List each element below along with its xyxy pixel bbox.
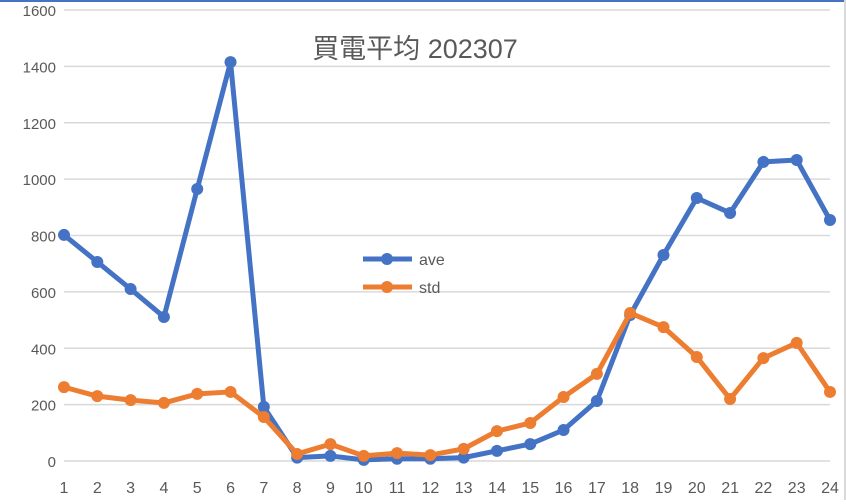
chart-frame-top-border bbox=[0, 0, 846, 2]
y-tick-label: 0 bbox=[48, 454, 56, 471]
legend: ave std bbox=[363, 252, 445, 297]
legend-marker-icon bbox=[381, 281, 393, 293]
x-tick-label: 8 bbox=[293, 480, 302, 497]
legend-label: std bbox=[419, 280, 440, 297]
data-point-marker bbox=[657, 248, 670, 261]
data-point-marker bbox=[790, 153, 803, 166]
y-axis-tick-labels: 0 200 400 600 800 1000 1200 1400 1600 bbox=[23, 3, 56, 471]
x-tick-label: 22 bbox=[754, 480, 772, 497]
legend-item-std: std bbox=[363, 280, 440, 297]
data-point-marker bbox=[724, 392, 737, 405]
y-tick-label: 1200 bbox=[23, 116, 56, 133]
data-point-marker bbox=[324, 438, 337, 451]
y-tick-label: 1000 bbox=[23, 172, 56, 189]
x-tick-label: 4 bbox=[159, 480, 168, 497]
data-point-marker bbox=[657, 321, 670, 334]
data-point-marker bbox=[224, 385, 237, 398]
series-line bbox=[62, 59, 833, 463]
data-point-marker bbox=[58, 228, 70, 241]
x-tick-label: 5 bbox=[193, 480, 202, 497]
data-point-marker bbox=[824, 213, 836, 226]
legend-item-ave: ave bbox=[363, 252, 445, 269]
y-tick-label: 1600 bbox=[23, 3, 56, 20]
data-point-marker bbox=[124, 283, 137, 296]
data-point-marker bbox=[490, 444, 503, 457]
data-point-marker bbox=[457, 451, 470, 464]
data-point-marker bbox=[324, 449, 337, 462]
data-point-marker bbox=[590, 367, 603, 380]
data-point-marker bbox=[58, 381, 70, 394]
x-tick-label: 13 bbox=[455, 480, 473, 497]
x-tick-label: 19 bbox=[655, 480, 673, 497]
chart-frame-right-border bbox=[844, 0, 846, 500]
x-tick-label: 10 bbox=[355, 480, 373, 497]
data-point-marker bbox=[590, 394, 603, 407]
data-point-marker bbox=[724, 206, 737, 219]
data-point-marker bbox=[224, 56, 237, 69]
y-tick-label: 800 bbox=[31, 229, 56, 246]
data-point-marker bbox=[557, 391, 570, 404]
x-tick-label: 20 bbox=[688, 480, 706, 497]
data-point-marker bbox=[124, 394, 137, 407]
x-tick-label: 11 bbox=[389, 480, 406, 497]
data-point-marker bbox=[524, 416, 537, 429]
data-point-marker bbox=[690, 192, 703, 205]
data-point-marker bbox=[191, 387, 204, 400]
y-tick-label: 1400 bbox=[23, 59, 56, 76]
x-tick-label: 3 bbox=[126, 480, 135, 497]
data-point-marker bbox=[357, 449, 370, 462]
y-tick-label: 400 bbox=[31, 341, 56, 358]
data-point-marker bbox=[524, 438, 537, 451]
data-point-marker bbox=[757, 155, 770, 168]
data-point-marker bbox=[257, 400, 270, 413]
chart-title: 買電平均 202307 bbox=[312, 34, 518, 64]
data-point-marker bbox=[157, 396, 170, 409]
x-tick-label: 23 bbox=[788, 480, 806, 497]
data-point-marker bbox=[291, 447, 304, 460]
data-point-marker bbox=[457, 442, 470, 455]
gridlines bbox=[64, 9, 830, 462]
data-point-marker bbox=[257, 411, 270, 424]
x-tick-label: 6 bbox=[226, 480, 235, 497]
data-point-marker bbox=[391, 447, 404, 460]
data-point-marker bbox=[490, 425, 503, 438]
x-tick-label: 14 bbox=[488, 480, 506, 497]
x-tick-label: 2 bbox=[93, 480, 102, 497]
y-tick-label: 200 bbox=[31, 398, 56, 415]
series-std bbox=[58, 307, 836, 462]
data-point-marker bbox=[624, 307, 637, 320]
data-point-marker bbox=[824, 385, 836, 398]
x-tick-label: 7 bbox=[259, 480, 268, 497]
x-tick-label: 17 bbox=[588, 480, 606, 497]
x-tick-label: 1 bbox=[60, 480, 69, 497]
legend-label: ave bbox=[419, 252, 445, 269]
data-point-marker bbox=[91, 390, 104, 403]
data-point-marker bbox=[690, 350, 703, 363]
legend-marker-icon bbox=[381, 253, 393, 265]
data-point-marker bbox=[757, 352, 770, 365]
data-series bbox=[58, 56, 836, 466]
x-tick-label: 18 bbox=[621, 480, 639, 497]
data-point-marker bbox=[557, 423, 570, 436]
x-tick-label: 16 bbox=[555, 480, 573, 497]
data-point-marker bbox=[424, 449, 437, 462]
x-tick-label: 12 bbox=[421, 480, 439, 497]
data-point-marker bbox=[790, 336, 803, 349]
data-point-marker bbox=[191, 182, 204, 195]
data-point-marker bbox=[157, 310, 170, 323]
data-point-marker bbox=[91, 255, 104, 268]
x-axis-tick-labels: 1 2 3 4 5 6 7 8 9 10 11 12 13 14 15 16 17 18 19 20 21 22 23 24 bbox=[60, 480, 839, 497]
x-tick-label: 15 bbox=[521, 480, 539, 497]
y-tick-label: 600 bbox=[31, 285, 56, 302]
series-line bbox=[63, 310, 833, 459]
x-tick-label: 21 bbox=[721, 480, 739, 497]
x-tick-label: 24 bbox=[821, 480, 839, 497]
x-tick-label: 9 bbox=[326, 480, 335, 497]
